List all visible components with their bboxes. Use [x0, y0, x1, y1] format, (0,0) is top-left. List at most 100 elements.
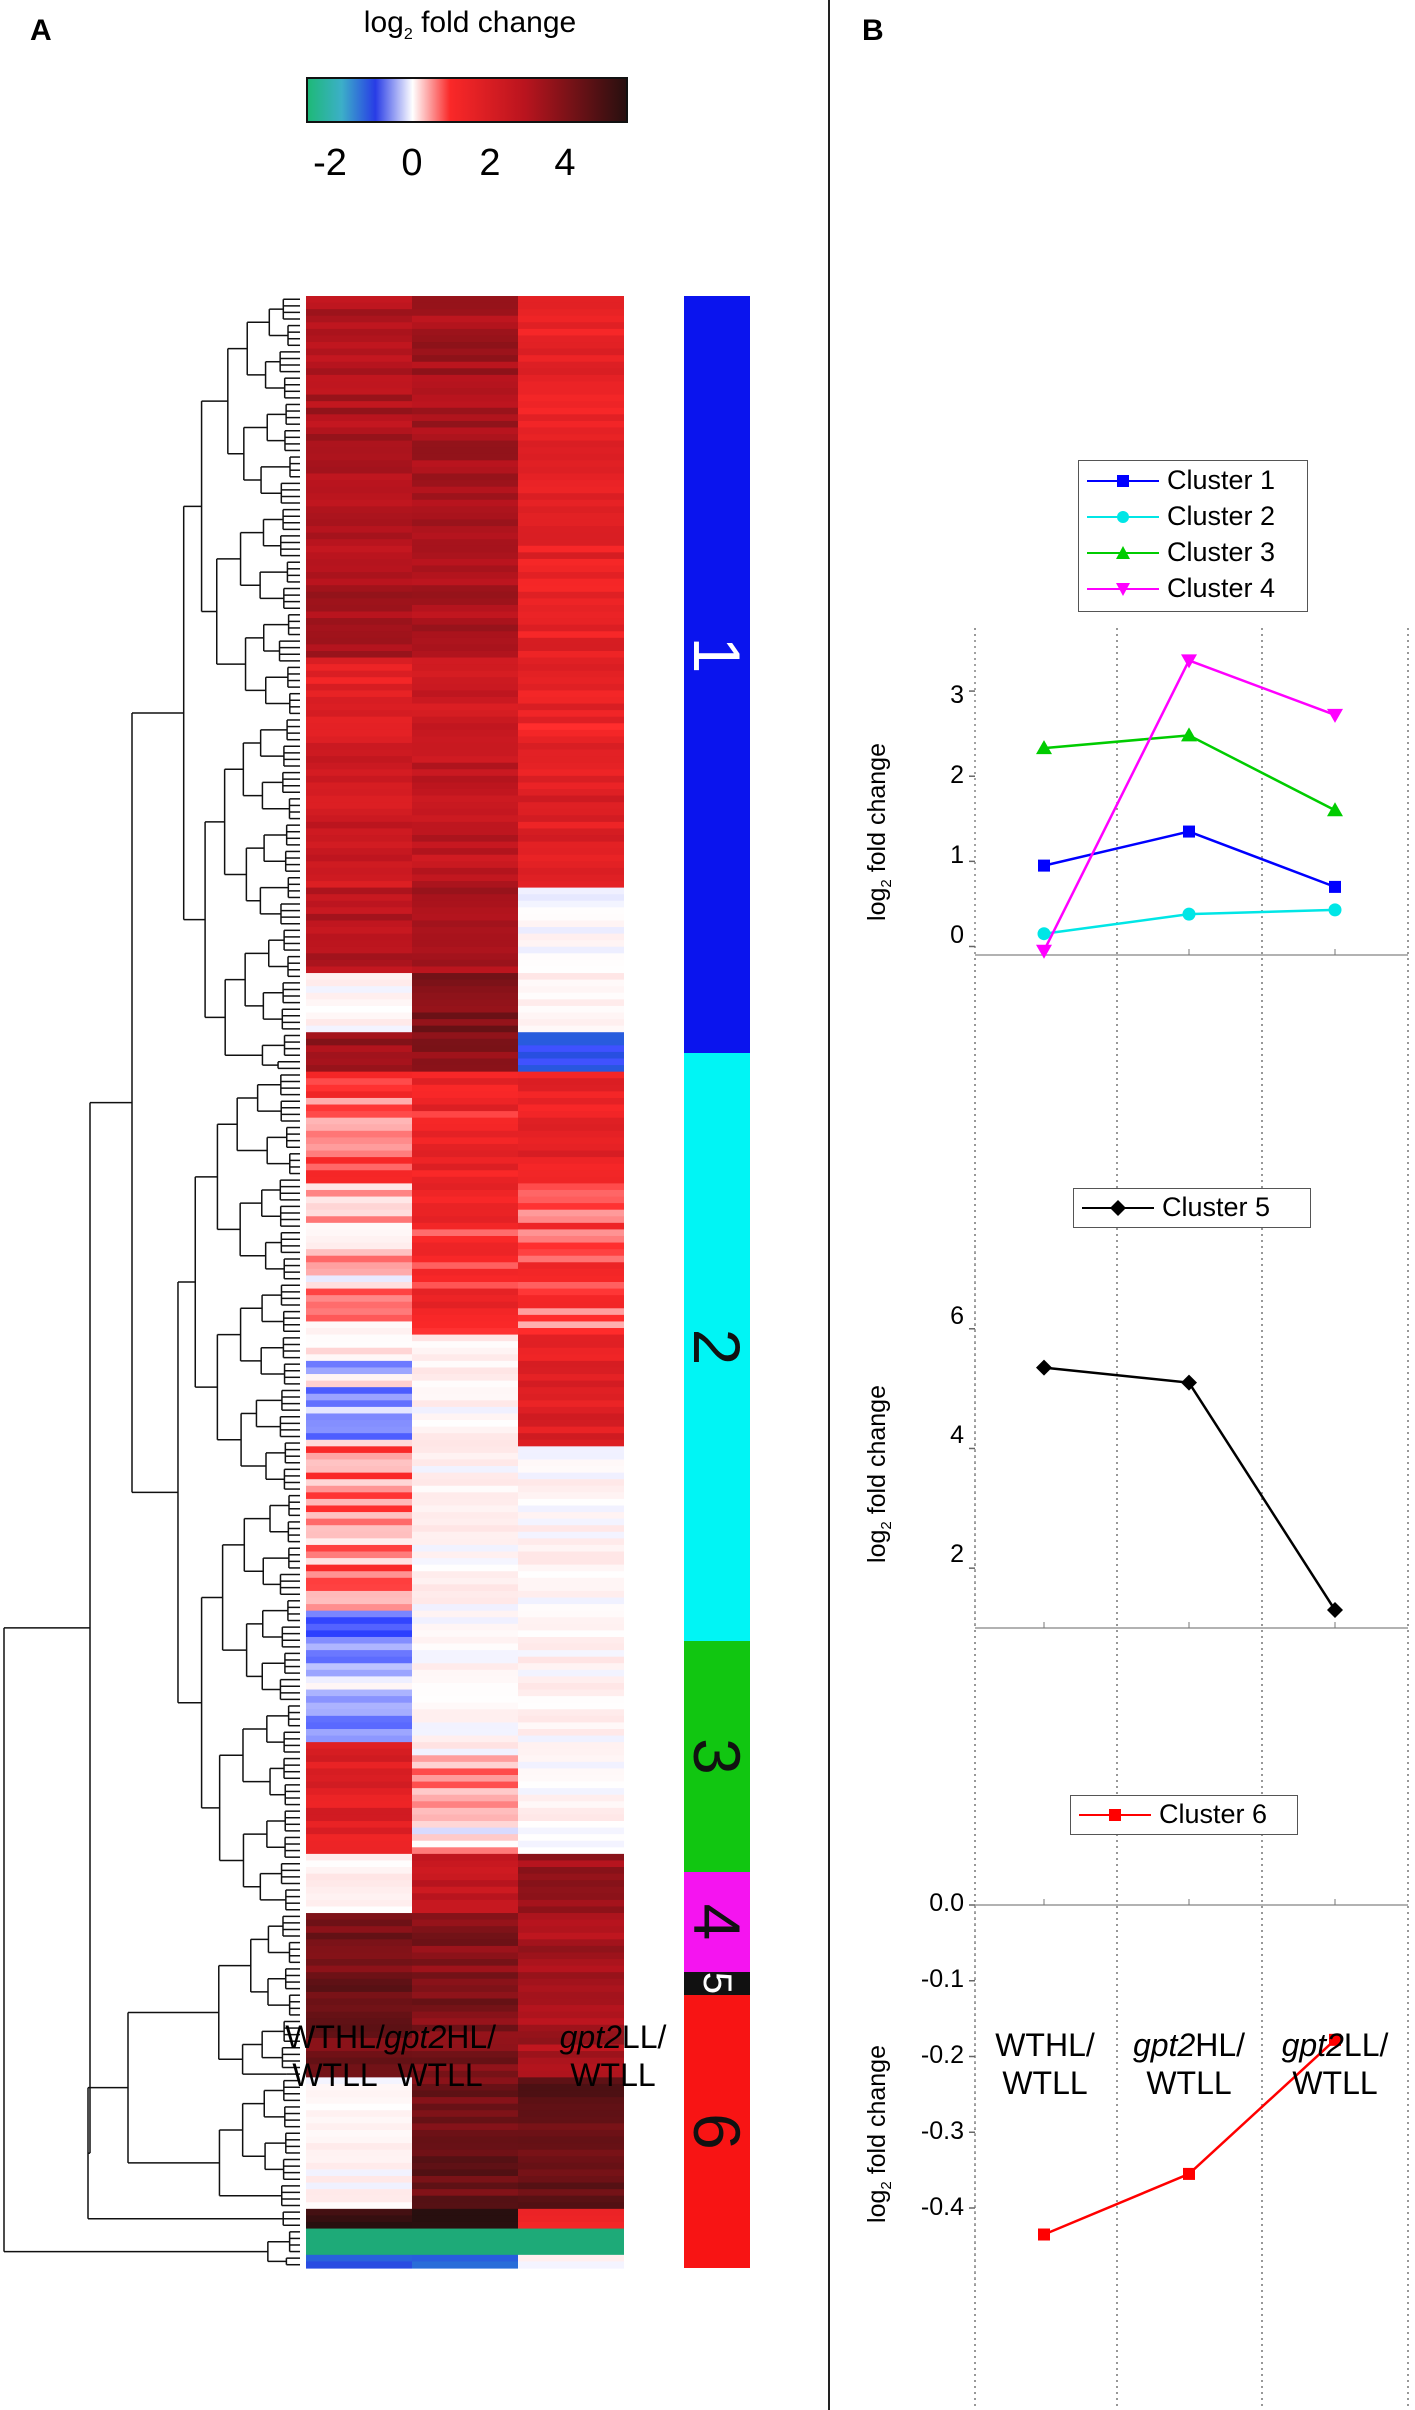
heatmap-cell	[412, 861, 518, 869]
heatmap-cell	[412, 322, 518, 330]
heatmap-cell	[412, 756, 518, 764]
heatmap-cell	[412, 1065, 518, 1073]
heatmap-cell	[306, 2057, 412, 2065]
heatmap-cell	[518, 1222, 624, 1231]
data-point-marker	[1328, 903, 1342, 917]
heatmap-cell	[518, 1794, 624, 1802]
heatmap-cell	[306, 1985, 412, 1993]
heatmap-cell	[412, 414, 518, 422]
heatmap-cell	[306, 374, 412, 383]
heatmap-cell	[518, 821, 624, 830]
heatmap-cell	[518, 1807, 624, 1816]
heatmap-cell	[412, 2241, 518, 2249]
heatmap-cell	[412, 2156, 518, 2164]
heatmap-cell	[518, 1393, 624, 1401]
heatmap-cell	[518, 1597, 624, 1605]
heatmap-cell	[306, 1702, 412, 1710]
heatmap-cell	[306, 1334, 412, 1342]
heatmap-cell	[518, 2005, 624, 2013]
heatmap-column-label: gpt2HL/WTLL	[383, 2019, 497, 2094]
heatmap-cell	[518, 604, 624, 613]
heatmap-cell	[412, 907, 518, 915]
heatmap-cell	[518, 2123, 624, 2131]
heatmap-cell	[412, 2254, 518, 2263]
heatmap-cell	[306, 460, 412, 468]
heatmap-cell	[306, 789, 412, 797]
heatmap-cell	[306, 1945, 412, 1954]
heatmap-cell	[306, 1525, 412, 1533]
heatmap-cell	[306, 2182, 412, 2190]
heatmap-cell	[306, 1617, 412, 1625]
heatmap-cell	[518, 1328, 624, 1336]
heatmap-cell	[518, 1689, 624, 1697]
heatmap-cell	[518, 1078, 624, 1086]
heatmap-cell	[412, 1959, 518, 1967]
heatmap-cell	[518, 302, 624, 310]
legend-clusters-1-4: Cluster 1 Cluster 2 Cluster 3 Cluster 4	[1078, 460, 1308, 612]
heatmap-cell	[412, 1380, 518, 1388]
heatmap-cell	[412, 335, 518, 343]
heatmap-cell	[518, 1676, 624, 1684]
heatmap-cell	[306, 348, 412, 356]
heatmap-cell	[306, 361, 412, 369]
heatmap-cell	[412, 2103, 518, 2111]
heatmap-cell	[306, 927, 412, 935]
heatmap-cell	[518, 861, 624, 869]
heatmap-cell	[306, 920, 412, 928]
heatmap-cell	[518, 1426, 624, 1434]
heatmap-cell	[412, 1078, 518, 1086]
heatmap-cell	[306, 2051, 412, 2059]
heatmap-cell	[518, 1650, 624, 1658]
heatmap-cell	[412, 407, 518, 415]
heatmap-cell	[412, 1656, 518, 1664]
cluster-bar-segment	[684, 1872, 750, 1972]
heatmap-cell	[518, 2044, 624, 2052]
heatmap-cell	[518, 1636, 624, 1645]
heatmap-cell	[306, 1492, 412, 1500]
data-point-marker	[1036, 944, 1052, 959]
heatmap-cell	[518, 374, 624, 383]
heatmap-cell	[306, 933, 412, 941]
heatmap-cell	[306, 1163, 412, 1171]
heatmap-cell	[518, 2182, 624, 2190]
heatmap-cell	[518, 1262, 624, 1270]
heatmap-cell	[306, 466, 412, 475]
heatmap-cell	[306, 2241, 412, 2249]
heatmap-cell	[412, 1334, 518, 1342]
heatmap-cell	[518, 355, 624, 363]
heatmap-cell	[306, 512, 412, 521]
series-line	[1042, 658, 1336, 952]
heatmap-cell	[412, 848, 518, 856]
heatmap-cell	[518, 1249, 624, 1257]
heatmap-cell	[306, 309, 412, 317]
cluster-bar: 1 2 3 4 5 6	[680, 296, 754, 2268]
heatmap-cell	[412, 1485, 518, 1493]
heatmap-cell	[412, 1781, 518, 1789]
heatmap-cell	[518, 1374, 624, 1382]
heatmap-cell	[412, 565, 518, 573]
heatmap-cell	[412, 1189, 518, 1198]
heatmap-cell	[412, 986, 518, 994]
heatmap-cell	[412, 1597, 518, 1605]
heatmap-cell	[306, 1880, 412, 1888]
heatmap-cell	[306, 1058, 412, 1066]
heatmap-cell	[306, 677, 412, 685]
heatmap-cell	[518, 986, 624, 994]
cluster-number-label: 1	[680, 637, 754, 674]
heatmap-cell	[306, 2103, 412, 2111]
heatmap-cell	[518, 552, 624, 560]
heatmap-cell	[306, 1328, 412, 1336]
heatmap-cell	[518, 1446, 624, 1454]
heatmap-cell	[412, 1439, 518, 1447]
series-line	[1043, 1366, 1337, 1611]
heatmap-cell	[412, 821, 518, 830]
heatmap-cell	[412, 296, 518, 304]
heatmap-cell	[306, 1610, 412, 1618]
data-point-marker	[1329, 2033, 1341, 2046]
heatmap-cell	[518, 2195, 624, 2203]
heatmap-cell	[518, 2057, 624, 2065]
heatmap-cell	[412, 2228, 518, 2236]
heatmap-cell	[518, 749, 624, 757]
heatmap-cell	[518, 1768, 624, 1776]
heatmap-cell	[306, 999, 412, 1007]
